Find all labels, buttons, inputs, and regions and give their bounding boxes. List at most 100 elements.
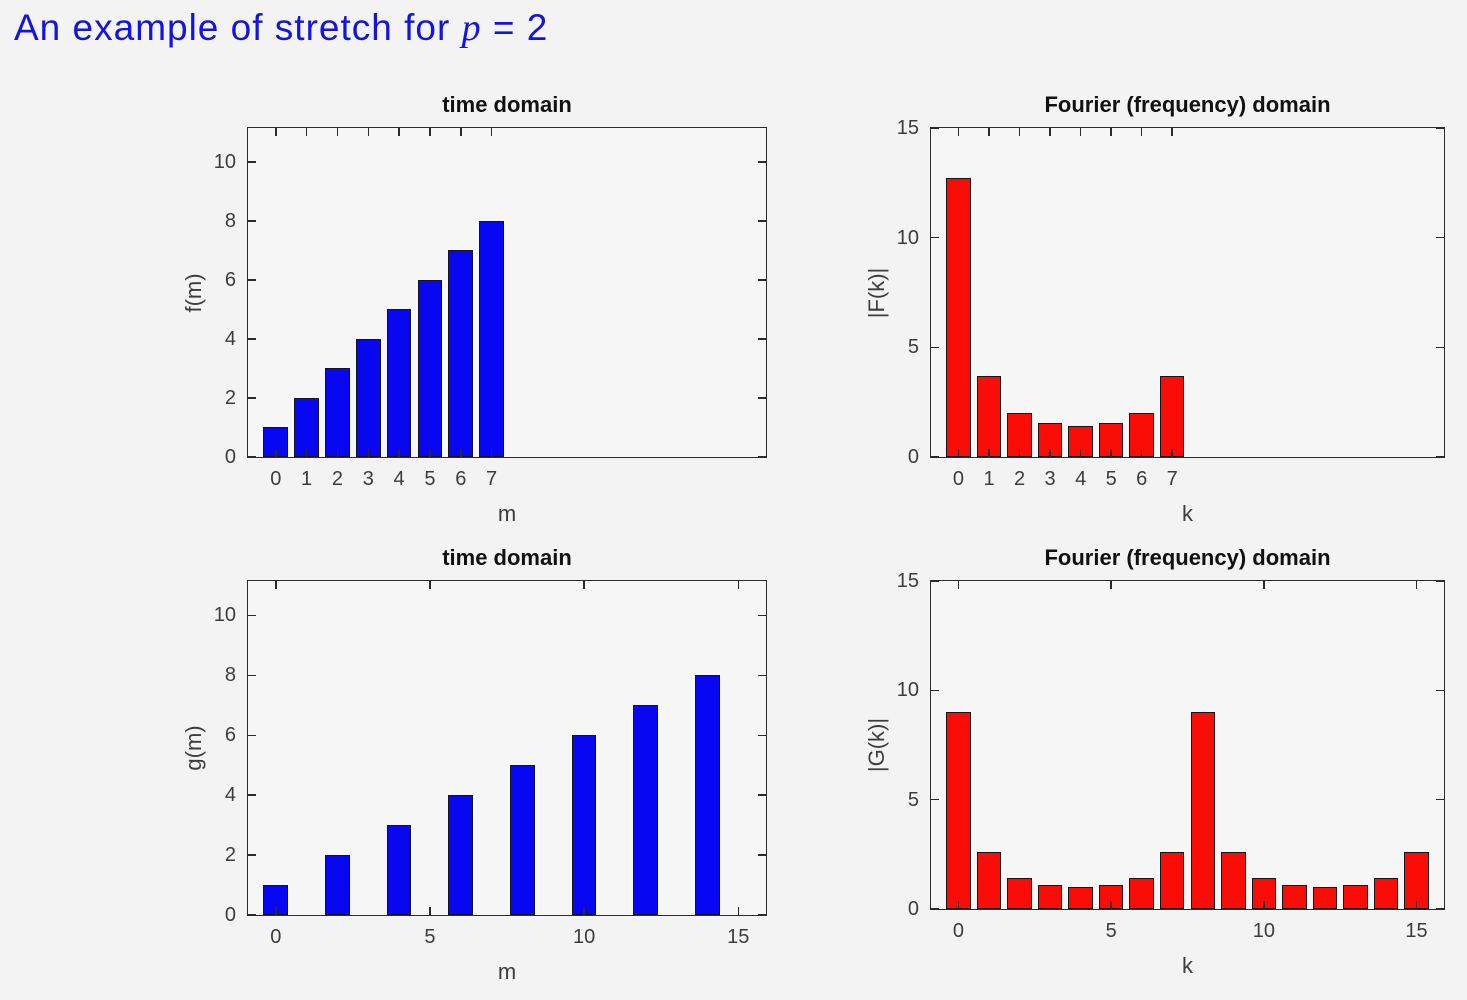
x-tick [275,907,277,915]
bar [386,825,412,915]
x-tick-label: 10 [572,926,596,948]
bar [1221,851,1246,909]
x-tick-label: 0 [270,926,282,948]
x-tick-mirror [1049,128,1051,136]
axes-time-domain-f: time domain f(m) m 0 1 2 3 4 5 6 7 0 2 4 6 8 10 [181,92,767,526]
y-tick [248,220,256,222]
x-tick-mirror [398,128,400,136]
y-tick-label: 4 [224,784,236,807]
x-tick-label: 1 [301,468,313,490]
y-tick-mirror [758,338,766,340]
x-tick-mirror [1079,128,1082,136]
y-tick-mirror [758,614,766,617]
y-tick-mirror [1436,236,1444,239]
x-axis-label: k [1182,953,1193,978]
bar [355,338,381,457]
bar [976,851,1002,909]
x-tick [1140,449,1143,457]
y-tick-label: 4 [224,327,236,350]
x-tick-mirror [583,581,585,589]
x-tick-mirror [429,581,431,589]
x-tick [1110,449,1112,457]
x-tick-mirror [275,581,277,589]
x-tick-mirror [737,581,739,589]
x-tick [429,449,431,457]
bar [325,855,350,915]
y-tick-mirror [758,734,766,737]
x-tick-mirror [957,581,960,589]
y-tick-label: 10 [896,679,919,702]
y-tick-label: 15 [896,117,919,139]
y-tick [248,854,256,856]
y-tick-mirror [758,220,766,222]
x-tick [957,449,960,457]
x-tick [1171,449,1173,457]
y-tick [931,236,939,239]
x-tick-mirror [1018,128,1021,136]
slide-title-variable: p [461,7,482,49]
x-tick [1018,449,1021,457]
x-tick [957,901,960,909]
y-tick [248,914,256,916]
y-tick [248,456,256,458]
x-tick [336,449,339,457]
x-tick [1263,901,1265,909]
y-tick-label: 10 [213,150,236,173]
y-tick-label: 6 [224,724,236,747]
x-tick-label: 7 [486,468,498,490]
bar [325,368,350,457]
y-tick [931,908,939,910]
x-tick-label: 7 [1166,468,1178,490]
bar [1129,413,1154,457]
bar [1037,885,1063,909]
y-tick-mirror [1436,798,1444,801]
x-tick-label: 3 [1044,468,1056,490]
y-tick [931,456,939,458]
y-tick [931,127,939,129]
y-tick-mirror [1436,689,1444,692]
bar [946,177,971,457]
y-tick [248,338,256,340]
y-tick [248,279,256,281]
bar [386,309,412,457]
y-tick-label: 5 [907,788,919,811]
x-tick-mirror [957,128,960,136]
y-tick [248,674,256,677]
y-axis-label: |F(k)| [864,267,889,318]
y-tick-label: 0 [907,898,919,920]
y-axis-label: |G(k)| [864,717,889,773]
bar [946,712,971,909]
x-tick [583,907,585,915]
x-tick [1079,449,1082,457]
y-tick-mirror [1436,580,1444,582]
x-tick-mirror [1110,581,1112,589]
plot-title: Fourier (frequency) domain [1044,92,1331,117]
x-tick [398,449,400,457]
y-tick [248,614,256,617]
y-tick [248,794,256,796]
bar [1160,851,1185,909]
x-tick [490,449,493,457]
y-tick [248,397,256,399]
y-tick-label: 10 [213,604,236,627]
x-tick-mirror [275,128,277,136]
y-tick-label: 6 [224,268,236,291]
x-tick-label: 5 [1105,468,1117,490]
y-tick [248,161,256,163]
bar [1007,878,1032,909]
bar [448,250,474,457]
bar [1373,878,1399,909]
x-tick-mirror [367,128,369,136]
x-tick [305,449,308,457]
y-axis-label: f(m) [181,272,206,313]
x-tick-label: 15 [1405,920,1428,942]
bar [695,675,720,915]
slide-title-text: An example of stretch for [14,7,462,48]
bar [1343,885,1368,909]
x-tick-mirror [1415,581,1418,589]
y-tick-mirror [758,674,766,677]
bar [1129,878,1154,909]
y-tick-mirror [758,161,766,163]
y-tick-label: 2 [224,844,236,867]
